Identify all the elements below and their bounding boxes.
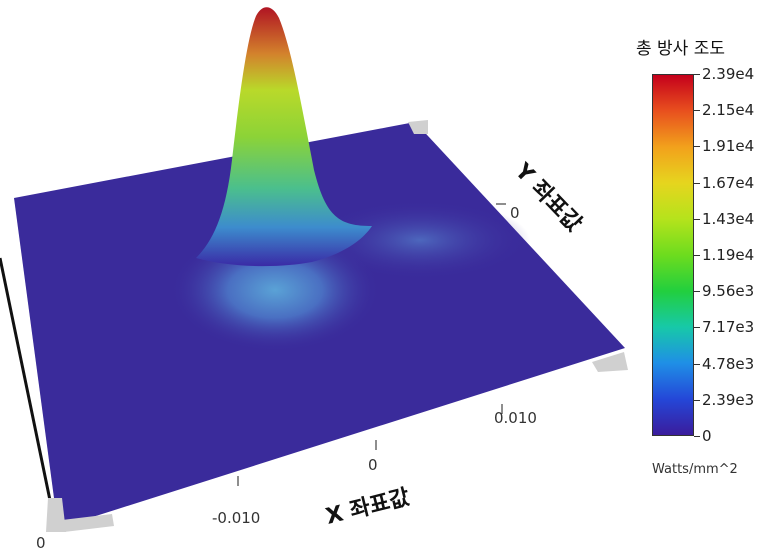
x-axis-ticks: -0.010 0 0.010 [212, 404, 537, 527]
colorbar-tick-mark [694, 74, 700, 75]
x-tick-label: 0.010 [494, 409, 537, 427]
colorbar-tick-mark [694, 399, 700, 401]
colorbar [652, 74, 694, 436]
corner-marker [62, 514, 114, 532]
x-tick-label: 0 [368, 456, 378, 474]
colorbar-title: 총 방사 조도 [636, 39, 726, 59]
colorbar-tick-label: 2.39e4 [702, 65, 755, 83]
colorbar-tick-mark [694, 110, 700, 112]
corner-marker [46, 498, 66, 532]
colorbar-unit: Watts/mm^2 [652, 462, 738, 477]
z-corner-tick-label: 0 [36, 534, 46, 552]
y-tick-label: 0 [510, 204, 520, 222]
colorbar-tick-label: 1.19e4 [702, 246, 755, 264]
x-axis-label: X 좌표값 [323, 485, 412, 530]
colorbar-tick-label: 0 [702, 427, 712, 445]
colorbar-tick-label: 1.67e4 [702, 173, 755, 192]
colorbar-tick-mark [694, 363, 700, 365]
colorbar-tick-label: 1.43e4 [702, 209, 755, 228]
colorbar-tick-mark [694, 182, 700, 184]
colorbar-tick-label: 2.39e3 [702, 390, 755, 409]
colorbar-tick-mark [694, 255, 700, 256]
corner-marker [592, 352, 628, 372]
z-axis-frame-line [0, 257, 54, 511]
corner-marker [408, 120, 428, 134]
x-tick-label: -0.010 [212, 509, 260, 527]
colorbar-tick-mark [694, 218, 700, 220]
colorbar-tick-label: 1.91e4 [702, 137, 755, 156]
colorbar-tick-label: 9.56e3 [702, 282, 755, 301]
y-axis-ticks: 0 [496, 203, 520, 222]
colorbar-tick-mark [694, 146, 700, 148]
colorbar-tick-mark [694, 291, 700, 293]
colorbar-tick-label: 7.17e3 [702, 318, 755, 337]
colorbar-tick-label: 4.78e3 [702, 354, 755, 373]
colorbar-tick-label: 2.15e4 [702, 101, 755, 120]
colorbar-tick-mark [694, 436, 700, 437]
colorbar-tick-mark [694, 327, 700, 329]
peak-surface [196, 7, 372, 267]
